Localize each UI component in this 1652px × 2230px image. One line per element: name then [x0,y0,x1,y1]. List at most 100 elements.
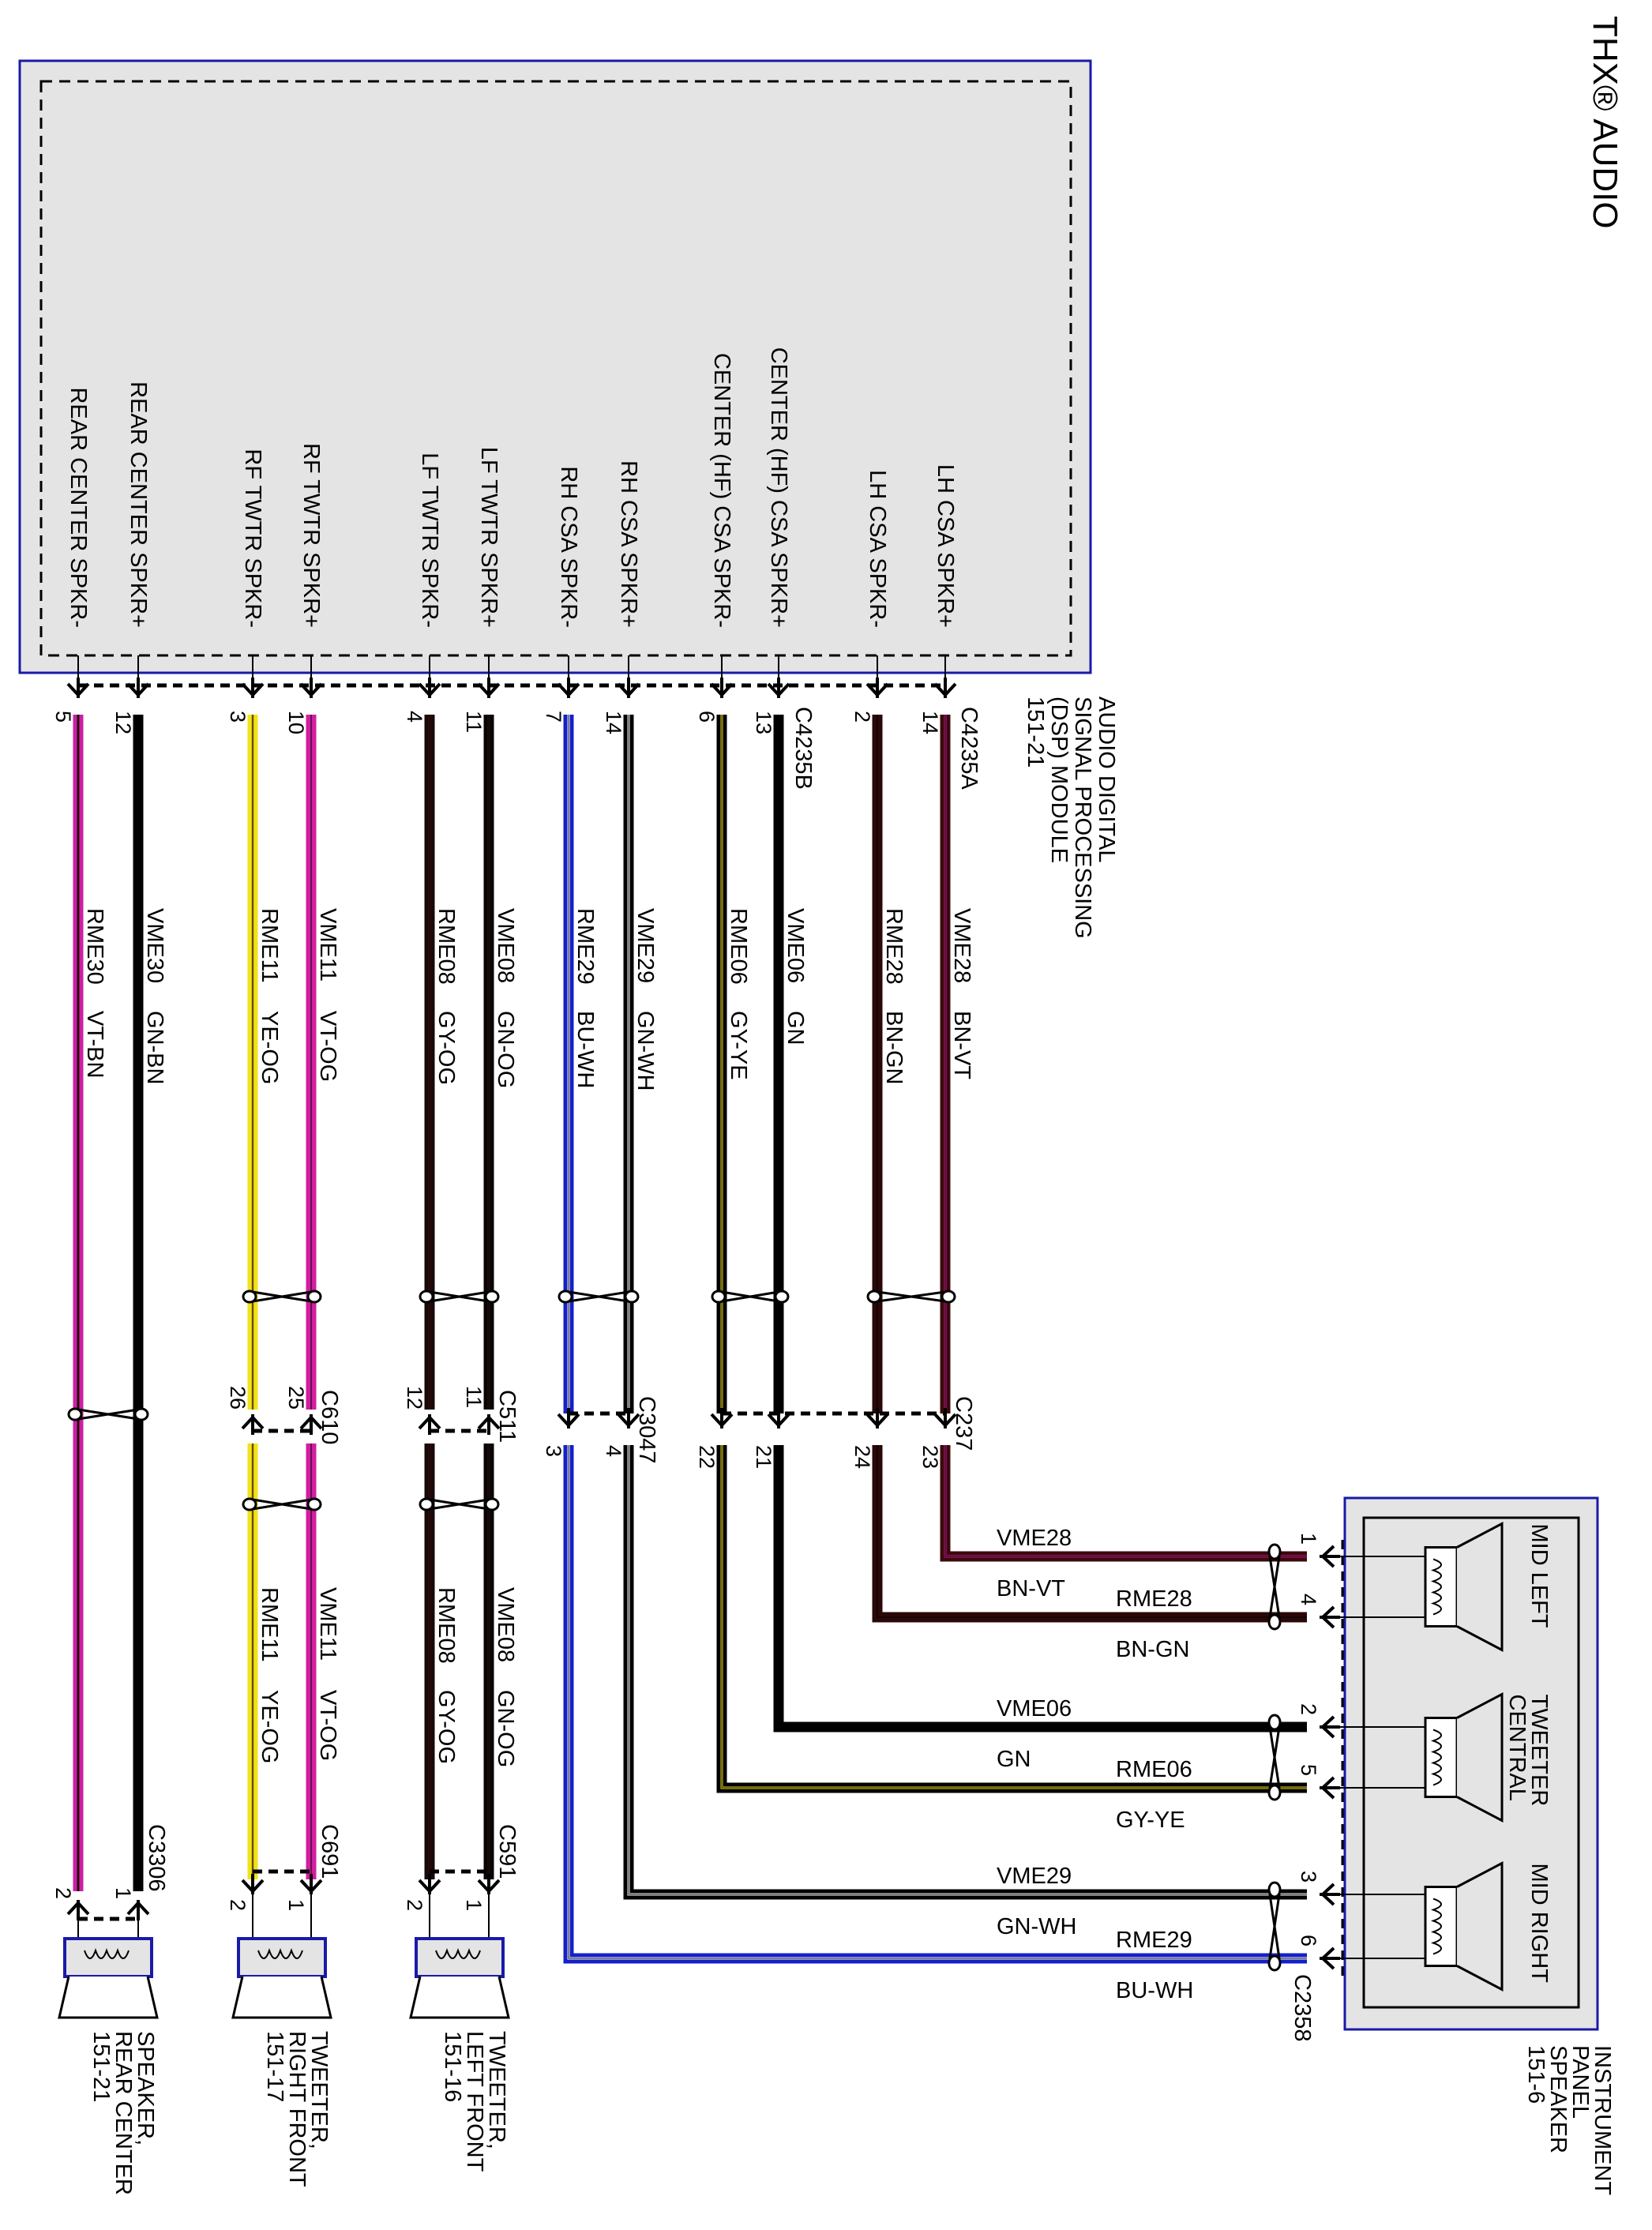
inline-pin-number: 3 [542,1445,565,1457]
dsp-module [18,59,1092,674]
dsp-pin-number: 11 [462,711,486,733]
circuit-id: VME28 [949,908,974,983]
circuit-id: RME28 [1116,1586,1192,1612]
speaker-coil-icon [257,1947,303,1959]
speaker-magnet [415,1937,505,1978]
speaker-cone-icon [1456,1861,1504,1992]
dsp-pin-label: LH CSA SPKR+ [933,464,958,628]
instrument-panel-name-line: 151-6 [1523,2045,1549,2104]
speaker-element-label: MID LEFT [1526,1524,1552,1628]
wire-color-code: BN-GN [881,1011,907,1084]
twisted-pair-icon [568,1290,629,1303]
circuit-id: RME11 [257,1587,282,1662]
end-connector-label: C2358 [1290,1974,1315,2041]
wire-color-code: GN [783,1011,808,1046]
wire-color-code: GY-YE [726,1011,751,1080]
end-pin-number: 1 [1297,1533,1320,1545]
wire-outline [628,1445,1307,1895]
speaker-lead [1335,1726,1429,1789]
pin-arrow-icon [865,1408,889,1428]
end-connector-label: C3306 [144,1824,169,1891]
wire-color-code: BU-WH [573,1011,598,1088]
end-pin-number: 2 [403,1899,426,1911]
circuit-id: RME08 [434,1587,459,1664]
speaker-magnet [63,1937,153,1978]
speaker-name-line: TWEETER, [306,2031,332,2149]
twisted-pair-icon [1267,1714,1282,1731]
circuit-id: VME29 [633,908,658,983]
twisted-pair-icon [711,1290,727,1304]
wire-stripe-rme29 [567,1445,1307,1960]
wire-vme29 [623,1445,1307,1900]
dsp-pin-label: LH CSA SPKR- [865,470,890,628]
speaker-name-line: REAR CENTER [111,2031,136,2195]
inline-pin-number: 11 [462,1386,486,1408]
dsp-pin-label: CENTER (HF) CSA SPKR+ [766,347,791,628]
instrument-panel-name-line: INSTRUMENT [1590,2045,1615,2195]
twisted-pair-icon [1268,1894,1281,1959]
inline-connector-label: C511 [494,1390,520,1443]
twisted-pair-icon [67,1407,83,1421]
speaker-name-line: 151-21 [88,2031,114,2102]
end-pin-number: 2 [51,1887,75,1899]
inline-pin-number: 24 [850,1445,874,1469]
wire-color-code: BN-GN [1116,1637,1189,1662]
speaker-name-line: LEFT FRONT [462,2031,487,2172]
connector-c4235b-label: C4235B [790,707,816,790]
twisted-pair-icon [429,1290,490,1303]
inline-pin-number: 26 [226,1386,250,1410]
twisted-pair-icon [242,1290,257,1304]
wire-color-code: YE-OG [257,1011,282,1084]
wire-color-code: GY-OG [434,1011,459,1085]
speaker-magnet [237,1937,327,1978]
dsp-module-box [18,59,1092,674]
twisted-pair-icon [1268,1556,1281,1618]
wire-color-code: BN-VT [949,1011,974,1079]
circuit-id: RME29 [573,908,598,985]
end-connector-label: C591 [494,1824,520,1879]
wire-stripe-vme29 [627,1445,1307,1896]
pin-arrow-icon [933,1408,957,1428]
pin-arrow-icon [557,1408,580,1428]
speaker-lead [1335,1556,1429,1618]
twisted-pair-icon [419,1290,434,1304]
dsp-module-name-line: (DSP) MODULE [1046,696,1072,863]
circuit-id: VME30 [142,908,167,983]
speaker-name-line: TWEETER, [484,2031,509,2149]
diagram-title: THX® AUDIO [1586,16,1624,229]
twisted-pair-icon [252,1290,312,1303]
circuit-id: VME11 [315,1587,340,1661]
dsp-pin-number: 6 [695,711,719,723]
end-pin-number: 2 [1297,1703,1320,1715]
inline-connector-label: C237 [951,1396,976,1451]
instrument-panel-name-line: PANEL [1568,2045,1593,2119]
dsp-pin-label: CENTER (HF) CSA SPKR- [709,353,734,628]
speaker-element-label: MID RIGHT [1526,1864,1552,1984]
inline-pin-number: 22 [695,1445,719,1469]
speaker-element-label: CENTRAL [1504,1695,1530,1801]
wire-color-code: GN-OG [493,1011,518,1088]
twisted-pair-icon [1267,1613,1282,1631]
twisted-pair-icon [306,1290,322,1304]
speaker-cone-icon [1456,1522,1504,1652]
twisted-pair-icon [1268,1726,1281,1789]
inline-connector-label: C3047 [634,1396,659,1463]
circuit-id: VME06 [783,908,808,983]
circuit-id: RME06 [1116,1757,1192,1782]
circuit-id: RME30 [82,908,107,985]
dsp-pin-number: 14 [918,711,942,734]
wire-color-code: GN-BN [142,1011,167,1084]
speaker-cone-icon [409,1976,510,2019]
dsp-pin-label: RH CSA SPKR+ [616,460,641,628]
pin-arrow-icon [299,678,323,698]
wire-color-code: VT-OG [315,1011,340,1082]
circuit-id: RME28 [881,908,907,985]
dsp-pin-label: RF TWTR SPKR+ [298,443,324,628]
inline-pin-number: 23 [918,1445,942,1469]
twisted-pair-icon [877,1290,946,1303]
dsp-pin-number: 5 [51,711,75,723]
pin-arrow-icon [933,678,957,698]
dsp-pin-number: 14 [602,711,625,734]
pin-arrow-icon [767,678,790,698]
